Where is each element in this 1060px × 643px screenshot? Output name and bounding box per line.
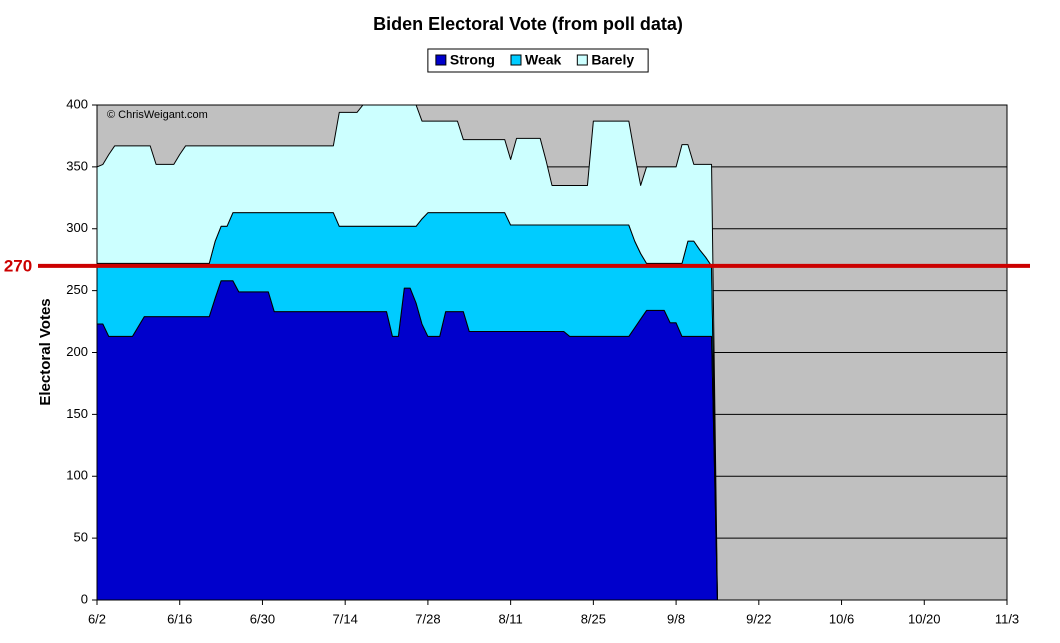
legend-swatch <box>435 54 447 66</box>
chart-title: Biden Electoral Vote (from poll data) <box>373 14 683 34</box>
y-tick-label: 150 <box>66 406 88 421</box>
y-tick-label: 200 <box>66 344 88 359</box>
x-tick-label: 10/20 <box>908 611 941 626</box>
x-tick-label: 9/8 <box>667 611 685 626</box>
y-tick-label: 400 <box>66 96 88 111</box>
x-tick-label: 6/2 <box>88 611 106 626</box>
x-tick-label: 8/11 <box>498 611 522 626</box>
y-axis-label: Electoral Votes <box>37 298 54 405</box>
areas <box>97 105 718 600</box>
legend-label: Barely <box>591 52 634 68</box>
y-tick-label: 50 <box>74 530 88 545</box>
y-tick-label: 350 <box>66 158 88 173</box>
legend-swatch <box>510 54 522 66</box>
legend-box <box>427 48 649 73</box>
legend: Strong Weak Barely <box>427 48 649 73</box>
x-tick-label: 6/30 <box>250 611 275 626</box>
x-tick-label: 6/16 <box>167 611 192 626</box>
legend-label: Weak <box>525 52 562 68</box>
watermark: © ChrisWeigant.com <box>107 109 208 121</box>
y-tick-label: 0 <box>81 591 88 606</box>
area-barely <box>97 105 718 600</box>
legend-label: Strong <box>450 52 495 68</box>
x-tick-label: 9/22 <box>746 611 771 626</box>
y-tick-label: 300 <box>66 220 88 235</box>
legend-swatch <box>576 54 588 66</box>
reference-label: 270 <box>4 256 32 275</box>
y-tick-label: 250 <box>66 282 88 297</box>
x-tick-label: 8/25 <box>581 611 606 626</box>
x-tick-label: 7/14 <box>333 611 358 626</box>
y-tick-label: 100 <box>66 468 88 483</box>
x-tick-label: 11/3 <box>995 611 1019 626</box>
x-tick-label: 7/28 <box>415 611 440 626</box>
x-tick-label: 10/6 <box>829 611 854 626</box>
